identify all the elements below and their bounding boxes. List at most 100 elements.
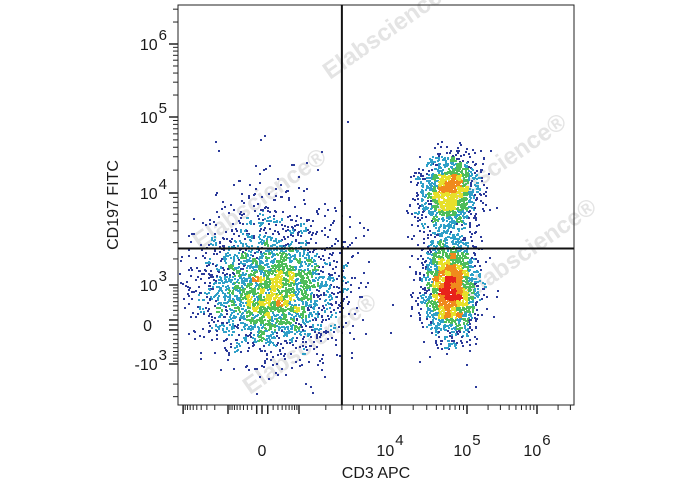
- data-point: [248, 197, 250, 199]
- data-point: [247, 265, 249, 267]
- data-point: [207, 233, 209, 235]
- data-point: [224, 299, 226, 301]
- data-point: [210, 296, 212, 298]
- data-point: [410, 181, 412, 183]
- data-point: [243, 213, 245, 215]
- data-point: [303, 322, 305, 324]
- data-point: [233, 184, 235, 186]
- data-point: [232, 223, 234, 225]
- data-point: [223, 302, 225, 304]
- data-point: [263, 333, 265, 335]
- data-point: [413, 175, 415, 177]
- data-point: [439, 153, 441, 155]
- data-point: [224, 297, 226, 299]
- data-point: [359, 296, 361, 298]
- data-point: [260, 265, 262, 267]
- data-point: [308, 232, 310, 234]
- data-point: [421, 262, 423, 264]
- data-point: [276, 363, 278, 365]
- data-point: [211, 239, 213, 241]
- data-point: [262, 322, 264, 324]
- data-point: [308, 242, 310, 244]
- data-point: [312, 319, 314, 321]
- data-point: [272, 312, 274, 314]
- data-point: [309, 280, 311, 282]
- data-point: [291, 328, 293, 330]
- data-point: [456, 164, 458, 166]
- data-point: [313, 348, 315, 350]
- data-point: [317, 169, 319, 171]
- data-point: [259, 283, 261, 285]
- data-point: [291, 331, 293, 333]
- data-point: [462, 160, 464, 162]
- data-point: [316, 294, 318, 296]
- data-point: [267, 272, 269, 274]
- data-point: [444, 238, 446, 240]
- data-point: [286, 190, 288, 192]
- data-point: [235, 228, 237, 230]
- data-point: [479, 193, 481, 195]
- data-point: [324, 203, 326, 205]
- data-point: [230, 318, 232, 320]
- data-point: [442, 183, 444, 185]
- data-point: [473, 217, 475, 219]
- data-point: [447, 209, 449, 211]
- data-point: [303, 277, 305, 279]
- data-point: [262, 219, 264, 221]
- data-point: [231, 328, 233, 330]
- data-point: [200, 311, 202, 313]
- data-point: [296, 295, 298, 297]
- data-point: [276, 335, 278, 337]
- data-point: [290, 243, 292, 245]
- data-point: [255, 285, 257, 287]
- data-point: [309, 289, 311, 291]
- data-point: [286, 305, 288, 307]
- data-point: [268, 274, 270, 276]
- data-point: [304, 257, 306, 259]
- data-point: [245, 298, 247, 300]
- data-point: [209, 289, 211, 291]
- data-point: [308, 333, 310, 335]
- data-point: [229, 254, 231, 256]
- data-point: [295, 249, 297, 251]
- data-point: [436, 157, 438, 159]
- data-point: [271, 318, 273, 320]
- data-point: [188, 289, 190, 291]
- data-point: [232, 283, 234, 285]
- data-point: [298, 187, 300, 189]
- data-point: [419, 156, 421, 158]
- data-point: [195, 290, 197, 292]
- data-point: [361, 296, 363, 298]
- data-point: [275, 279, 277, 281]
- data-point: [293, 317, 295, 319]
- data-point: [209, 258, 211, 260]
- data-point: [299, 346, 301, 348]
- data-point: [469, 195, 471, 197]
- data-point: [302, 255, 304, 257]
- data-point: [202, 328, 204, 330]
- data-point: [273, 314, 275, 316]
- data-point: [419, 230, 421, 232]
- data-point: [438, 155, 440, 157]
- data-point: [304, 261, 306, 263]
- data-point: [210, 243, 212, 245]
- data-point: [304, 249, 306, 251]
- data-point: [268, 312, 270, 314]
- data-point: [477, 182, 479, 184]
- data-point: [251, 235, 253, 237]
- data-point: [202, 222, 204, 224]
- data-point: [313, 303, 315, 305]
- data-point: [273, 199, 275, 201]
- data-point: [320, 270, 322, 272]
- data-point: [309, 326, 311, 328]
- data-point: [330, 303, 332, 305]
- data-point: [443, 188, 445, 190]
- data-point: [208, 244, 210, 246]
- data-point: [259, 270, 261, 272]
- data-point: [270, 245, 272, 247]
- data-point: [303, 288, 305, 290]
- data-point: [301, 326, 303, 328]
- data-point: [259, 376, 261, 378]
- data-point: [243, 202, 245, 204]
- data-point: [455, 193, 457, 195]
